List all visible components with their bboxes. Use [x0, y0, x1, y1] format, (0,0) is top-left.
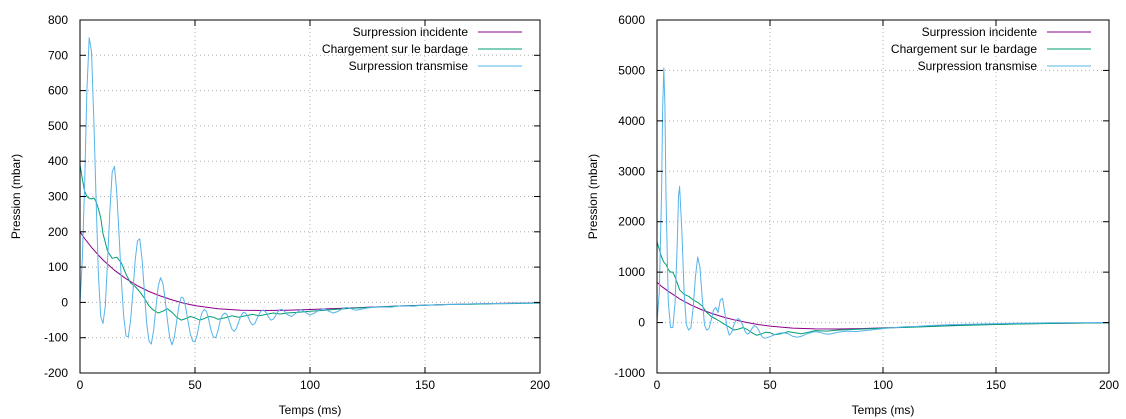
series-line-1	[656, 281, 1110, 330]
y-tick-label: 1000	[618, 265, 645, 279]
x-axis-label: Temps (ms)	[279, 403, 342, 417]
x-tick-label: 200	[530, 378, 550, 392]
y-tick-label: -100	[44, 331, 68, 345]
y-tick-label: 100	[48, 260, 68, 274]
legend-label: Chargement sur le bardage	[891, 42, 1037, 56]
y-tick-label: 800	[48, 13, 68, 27]
x-tick-label: 150	[986, 378, 1006, 392]
y-tick-label: 700	[48, 48, 68, 62]
y-tick-label: 0	[61, 295, 68, 309]
legend-label: Surpression transmise	[349, 59, 469, 73]
legend-label: Surpression transmise	[918, 59, 1038, 73]
y-tick-label: -1000	[614, 366, 645, 380]
x-tick-label: 0	[654, 378, 661, 392]
series-line-3	[656, 67, 1109, 339]
chart-1: 0 50 100 150 200 -200 -100 0 100 200 300 400 500 600 7…	[9, 13, 550, 417]
chart-2: 0 50 100 150 200 -1000 0 1000 2000 3000 4000 5000 60…	[586, 13, 1119, 417]
y-tick-label: 500	[48, 119, 68, 133]
y-tick-label: 5000	[618, 63, 645, 77]
y-axis-label: Pression (mbar)	[9, 154, 23, 239]
x-tick-label: 50	[763, 378, 777, 392]
legend: Surpression incidente Chargement sur le b…	[891, 25, 1091, 73]
series-line-3	[79, 37, 541, 346]
y-tick-label: 200	[48, 225, 68, 239]
y-tick-label: -200	[44, 366, 68, 380]
y-tick-label: 300	[48, 190, 68, 204]
y-tick-label: 400	[48, 154, 68, 168]
legend: Surpression incidente Chargement sur le b…	[322, 25, 522, 73]
x-axis-label: Temps (ms)	[852, 403, 915, 417]
x-tick-label: 100	[873, 378, 893, 392]
y-tick-label: 0	[638, 316, 645, 330]
legend-label: Chargement sur le bardage	[322, 42, 468, 56]
x-tick-label: 0	[77, 378, 84, 392]
y-tick-label: 4000	[618, 114, 645, 128]
x-tick-label: 100	[300, 378, 320, 392]
x-tick-label: 150	[415, 378, 435, 392]
series-line-2	[656, 241, 1110, 336]
y-tick-label: 2000	[618, 215, 645, 229]
legend-label: Surpression incidente	[353, 25, 469, 39]
y-axis-label: Pression (mbar)	[586, 154, 600, 239]
y-tick-label: 600	[48, 84, 68, 98]
x-tick-label: 50	[188, 378, 202, 392]
legend-label: Surpression incidente	[922, 25, 1038, 39]
y-tick-label: 6000	[618, 13, 645, 27]
series-line-1	[79, 231, 541, 311]
x-tick-label: 200	[1099, 378, 1119, 392]
y-tick-label: 3000	[618, 164, 645, 178]
series-line-2	[79, 164, 541, 321]
